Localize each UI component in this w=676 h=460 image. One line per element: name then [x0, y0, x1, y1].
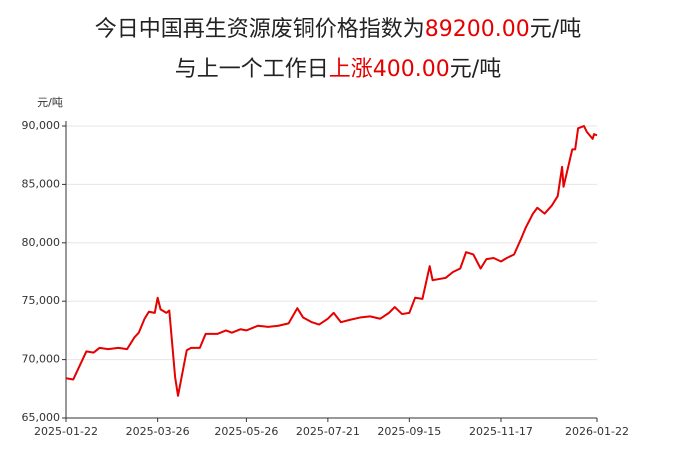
x-tick-label: 2025-03-26	[126, 425, 190, 438]
title-segment: 89200.00	[425, 17, 530, 42]
y-tick-label: 90,000	[22, 119, 61, 132]
y-tick-label: 85,000	[22, 177, 61, 190]
title-segment: 与上一个工作日	[175, 57, 329, 82]
x-tick-label: 2026-01-22	[565, 425, 629, 438]
y-axis-unit: 元/吨	[37, 96, 63, 109]
title-segment: 元/吨	[450, 57, 501, 82]
chart-title: 与上一个工作日上涨400.00元/吨	[175, 57, 501, 82]
chart-title: 今日中国再生资源废铜价格指数为89200.00元/吨	[95, 17, 581, 42]
x-tick-label: 2025-07-21	[296, 425, 360, 438]
title-segment: 今日中国再生资源废铜价格指数为	[95, 17, 425, 42]
y-tick-label: 70,000	[22, 353, 61, 366]
x-tick-label: 2025-01-22	[34, 425, 98, 438]
x-tick-label: 2025-05-26	[214, 425, 278, 438]
y-tick-label: 75,000	[22, 294, 61, 307]
y-tick-label: 80,000	[22, 236, 61, 249]
title-segment: 元/吨	[530, 17, 581, 42]
x-tick-label: 2025-09-15	[377, 425, 441, 438]
title-segment: 上涨400.00	[329, 57, 450, 82]
price-line	[65, 125, 598, 397]
x-tick-label: 2025-11-17	[469, 425, 533, 438]
y-tick-label: 65,000	[22, 411, 61, 424]
